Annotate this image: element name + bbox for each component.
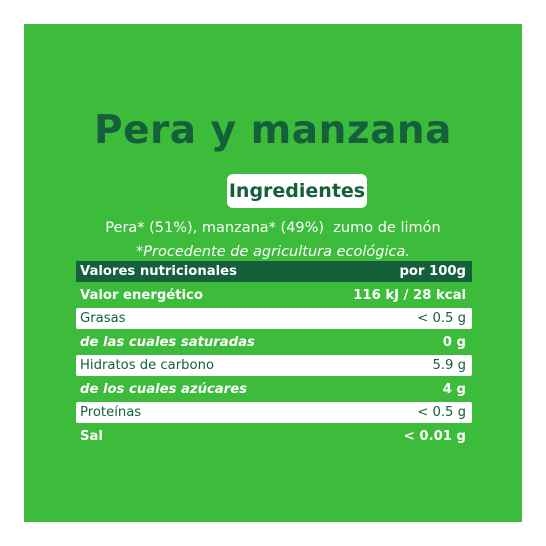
nutrition-row-fat: Grasas < 0.5 g	[76, 308, 472, 329]
nutrition-row-sugars: de los cuales azúcares 4 g	[76, 379, 472, 400]
nutrition-label: Sal	[80, 428, 103, 444]
nutrition-value: 4 g	[442, 381, 466, 397]
nutrition-label: Grasas	[80, 311, 126, 326]
nutrition-header-value: por 100g	[399, 264, 466, 279]
nutrition-value: < 0.5 g	[417, 405, 466, 420]
nutrition-row-salt: Sal < 0.01 g	[76, 426, 472, 447]
ingredients-note: *Procedente de agricultura ecológica.	[136, 244, 410, 260]
nutrition-value: < 0.5 g	[417, 311, 466, 326]
nutrition-value: < 0.01 g	[403, 428, 466, 444]
nutrition-row-saturated: de las cuales saturadas 0 g	[76, 332, 472, 353]
nutrition-label: de los cuales azúcares	[80, 381, 247, 397]
nutrition-value: 5.9 g	[432, 358, 466, 373]
nutrition-label: de las cuales saturadas	[80, 334, 255, 350]
nutrition-row-carbs: Hidratos de carbono 5.9 g	[76, 355, 472, 376]
nutrition-header-row: Valores nutricionales por 100g	[76, 261, 472, 282]
product-title: Pera y manzana	[94, 108, 452, 153]
nutrition-label: Proteínas	[80, 405, 142, 420]
nutrition-row-protein: Proteínas < 0.5 g	[76, 402, 472, 423]
nutrition-label: Valor energético	[80, 287, 203, 303]
ingredients-text: Pera* (51%), manzana* (49%) zumo de limó…	[105, 220, 441, 236]
nutrition-label: Hidratos de carbono	[80, 358, 215, 373]
nutrition-value: 116 kJ / 28 kcal	[353, 287, 466, 303]
ingredients-heading: Ingredientes	[227, 174, 367, 208]
nutrition-row-energy: Valor energético 116 kJ / 28 kcal	[76, 285, 472, 306]
nutrition-value: 0 g	[442, 334, 466, 350]
nutrition-table: Valores nutricionales por 100g Valor ene…	[76, 261, 472, 449]
nutrition-header-label: Valores nutricionales	[80, 264, 237, 279]
